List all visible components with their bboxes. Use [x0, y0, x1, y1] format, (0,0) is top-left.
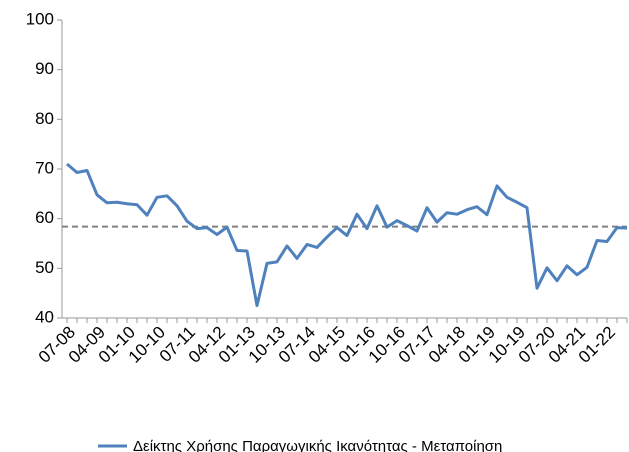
y-tick-label: 70 [35, 158, 54, 177]
y-tick-label: 100 [26, 9, 54, 28]
series-line [66, 162, 628, 308]
y-tick-label: 80 [35, 109, 54, 128]
y-tick-label: 40 [35, 307, 54, 326]
y-tick-label: 90 [35, 59, 54, 78]
y-tick-label: 60 [35, 208, 54, 227]
legend-label: Δείκτης Χρήσης Παραγωγικής Ικανότητας - … [133, 438, 502, 452]
y-tick-label: 50 [35, 258, 54, 277]
